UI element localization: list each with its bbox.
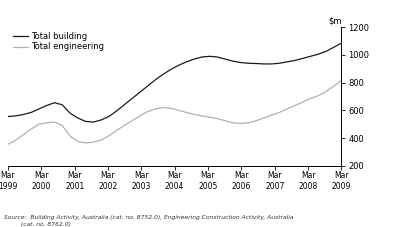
Total building bbox=[223, 58, 227, 60]
Total engineering bbox=[300, 101, 305, 103]
Text: $m: $m bbox=[328, 17, 341, 26]
Total engineering bbox=[67, 135, 72, 137]
Total building bbox=[192, 58, 197, 60]
Line: Total engineering: Total engineering bbox=[8, 81, 341, 144]
Total engineering bbox=[114, 129, 119, 132]
Total building bbox=[145, 85, 150, 87]
Total engineering bbox=[21, 133, 26, 136]
Total building bbox=[137, 91, 142, 94]
Total building bbox=[122, 104, 127, 106]
Total engineering bbox=[13, 139, 18, 141]
Total building bbox=[238, 61, 243, 64]
Total engineering bbox=[130, 119, 135, 122]
Total building bbox=[98, 119, 103, 121]
Total building bbox=[13, 114, 18, 117]
Total building bbox=[44, 104, 49, 107]
Total engineering bbox=[192, 113, 197, 116]
Total engineering bbox=[285, 108, 289, 110]
Total building bbox=[254, 62, 258, 65]
Total engineering bbox=[153, 108, 158, 110]
Total engineering bbox=[223, 119, 227, 122]
Total building bbox=[269, 63, 274, 65]
Total engineering bbox=[145, 110, 150, 113]
Total building bbox=[91, 121, 96, 123]
Total building bbox=[215, 56, 220, 58]
Total building bbox=[52, 101, 57, 104]
Total building bbox=[285, 60, 289, 63]
Text: Source:  Building Activity, Australia (cat. no. 8752.0), Engineering Constructio: Source: Building Activity, Australia (ca… bbox=[4, 215, 293, 227]
Total building bbox=[153, 79, 158, 81]
Total engineering bbox=[269, 114, 274, 116]
Total engineering bbox=[184, 111, 189, 114]
Total engineering bbox=[262, 117, 266, 119]
Total engineering bbox=[339, 79, 344, 82]
Total engineering bbox=[176, 109, 181, 112]
Total building bbox=[184, 60, 189, 63]
Total building bbox=[83, 120, 88, 123]
Total building bbox=[231, 60, 235, 62]
Total engineering bbox=[246, 121, 251, 124]
Total engineering bbox=[52, 121, 57, 123]
Legend: Total building, Total engineering: Total building, Total engineering bbox=[12, 31, 105, 52]
Total building bbox=[29, 111, 34, 114]
Total engineering bbox=[293, 104, 297, 107]
Total building bbox=[339, 42, 344, 44]
Total building bbox=[21, 113, 26, 116]
Total building bbox=[308, 55, 313, 58]
Total engineering bbox=[215, 117, 220, 120]
Total building bbox=[60, 104, 65, 106]
Total engineering bbox=[75, 140, 80, 143]
Total building bbox=[331, 46, 336, 49]
Total engineering bbox=[207, 116, 212, 118]
Total engineering bbox=[106, 135, 111, 137]
Total building bbox=[293, 59, 297, 62]
Total engineering bbox=[231, 121, 235, 124]
Line: Total building: Total building bbox=[8, 43, 341, 122]
Total engineering bbox=[6, 143, 10, 146]
Total engineering bbox=[98, 139, 103, 141]
Total building bbox=[106, 115, 111, 118]
Total engineering bbox=[91, 141, 96, 143]
Total engineering bbox=[161, 106, 166, 109]
Total building bbox=[75, 117, 80, 119]
Total engineering bbox=[331, 85, 336, 87]
Total building bbox=[114, 110, 119, 112]
Total engineering bbox=[137, 114, 142, 117]
Total building bbox=[161, 73, 166, 76]
Total building bbox=[300, 57, 305, 60]
Total building bbox=[262, 63, 266, 65]
Total engineering bbox=[199, 114, 204, 117]
Total engineering bbox=[60, 124, 65, 127]
Total engineering bbox=[324, 90, 328, 93]
Total building bbox=[176, 64, 181, 67]
Total engineering bbox=[44, 121, 49, 124]
Total building bbox=[316, 53, 320, 56]
Total engineering bbox=[83, 141, 88, 144]
Total building bbox=[207, 55, 212, 58]
Total engineering bbox=[308, 97, 313, 100]
Total building bbox=[277, 62, 282, 65]
Total engineering bbox=[254, 119, 258, 122]
Total engineering bbox=[122, 124, 127, 127]
Total building bbox=[130, 97, 135, 100]
Total building bbox=[67, 112, 72, 114]
Total engineering bbox=[238, 122, 243, 125]
Total engineering bbox=[29, 128, 34, 130]
Total building bbox=[6, 115, 10, 118]
Total engineering bbox=[168, 107, 173, 110]
Total building bbox=[168, 68, 173, 71]
Total building bbox=[246, 62, 251, 65]
Total engineering bbox=[277, 111, 282, 114]
Total engineering bbox=[316, 94, 320, 97]
Total building bbox=[199, 56, 204, 58]
Total building bbox=[324, 50, 328, 53]
Total building bbox=[37, 108, 41, 110]
Total engineering bbox=[37, 123, 41, 126]
